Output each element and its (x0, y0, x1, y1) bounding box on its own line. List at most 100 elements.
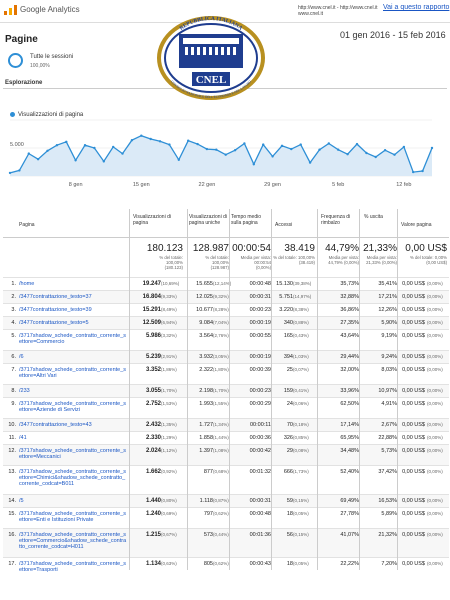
data-point[interactable] (412, 170, 415, 174)
data-point[interactable] (205, 147, 209, 151)
data-point[interactable] (8, 171, 12, 175)
row-page-link[interactable]: /3717shadow_schede_contratto_corrente_se… (19, 532, 127, 550)
data-point[interactable] (102, 160, 106, 163)
row-page-link[interactable]: /5 (19, 498, 24, 504)
go-to-report-link[interactable]: Vai a questo rapporto (383, 4, 450, 11)
data-point[interactable] (224, 153, 227, 156)
header-views[interactable]: Visualizzazioni di pagina (133, 214, 171, 226)
row-exit: 10,97% (378, 388, 397, 394)
row-exit: 37,42% (378, 469, 397, 475)
row-page-link[interactable]: /3717shadow_schede_contratto_corrente_se… (19, 333, 127, 345)
row-page-link[interactable]: /home (19, 281, 35, 287)
data-point[interactable] (355, 142, 359, 146)
data-point[interactable] (215, 148, 218, 151)
data-point[interactable] (393, 153, 396, 156)
data-point[interactable] (290, 147, 293, 151)
data-point[interactable] (374, 155, 377, 159)
tab-explore[interactable]: Esplorazione (5, 80, 43, 86)
header-unique[interactable]: Visualizzazioni di pagina uniche (189, 214, 227, 226)
data-point[interactable] (308, 161, 312, 164)
row-value: 0,00 US$ (402, 333, 425, 339)
data-point[interactable] (27, 152, 30, 155)
data-point[interactable] (271, 155, 274, 158)
row-unique: 1.858 (199, 435, 213, 441)
data-point[interactable] (327, 142, 330, 145)
row-views: 19.247 (142, 281, 161, 287)
data-point[interactable] (130, 139, 134, 142)
total-views-sub: % del totale: 100,00% (180.123) (159, 255, 183, 270)
data-point[interactable] (262, 143, 265, 146)
row-page-link[interactable]: /3717shadow_schede_contratto_corrente_se… (19, 401, 127, 413)
line-chart[interactable]: 10.000 5.000 8 gen 15 gen 22 gen 29 gen 5 feb 1… (0, 118, 450, 190)
data-point[interactable] (158, 140, 162, 143)
row-avg-time: 00:00:43 (249, 561, 271, 567)
row-page-link[interactable]: /3717shadow_schede_contratto_corrente_se… (19, 367, 127, 379)
row-views-pct: (2,91%) (161, 354, 177, 359)
row-page-link[interactable]: /3477contrattazione_testo=5 (19, 320, 89, 326)
total-bounce: 44,79% (325, 243, 359, 254)
row-page-link[interactable]: /3477contrattazione_testo=39 (19, 307, 92, 313)
row-page-link[interactable]: /3717shadow_schede_contratto_corrente_se… (19, 448, 127, 460)
row-exit: 5,89% (381, 511, 397, 517)
header-value[interactable]: Valore pagina (401, 222, 432, 228)
segment-name[interactable]: Tutte le sessioni (30, 54, 74, 60)
data-point[interactable] (346, 153, 349, 156)
data-point[interactable] (280, 144, 284, 147)
data-point[interactable] (74, 159, 77, 162)
header-avg-time[interactable]: Tempo medio sulla pagina (231, 214, 262, 226)
data-point[interactable] (46, 149, 49, 152)
chart-legend[interactable]: Visualizzazioni di pagina (10, 112, 83, 118)
row-page-link[interactable]: /3717shadow_schede_contratto_corrente_se… (19, 469, 127, 487)
header-bounce[interactable]: Frequenza di rimbalzo (321, 214, 351, 226)
header-entries[interactable]: Accessi (275, 222, 293, 228)
data-point[interactable] (430, 146, 434, 150)
total-avg-time: 00:00:54 (232, 243, 271, 254)
data-point[interactable] (112, 145, 115, 149)
row-page-link[interactable]: /3477contrattazione_testo=37 (19, 294, 92, 300)
row-page-link[interactable]: /6 (19, 354, 24, 360)
row-views-pct: (1,70%) (161, 388, 177, 393)
row-page-link[interactable]: /3717shadow_schede_contratto_corrente_se… (19, 561, 127, 573)
data-point[interactable] (402, 145, 406, 149)
data-point[interactable] (196, 142, 199, 146)
header-page[interactable]: Pagina (19, 222, 35, 228)
data-point[interactable] (233, 149, 237, 152)
row-value: 0,00 US$ (402, 367, 425, 373)
row-page-link[interactable]: /3477contrattazione_testo=43 (19, 422, 92, 428)
date-range[interactable]: 01 gen 2016 - 15 feb 2016 (340, 30, 446, 40)
data-point[interactable] (93, 146, 96, 150)
data-point[interactable] (36, 158, 40, 161)
data-point[interactable] (121, 152, 124, 155)
data-point[interactable] (252, 163, 255, 166)
data-point[interactable] (365, 151, 368, 155)
table-row: 3./3477contrattazione_testo=39 15.291 (8,4… (3, 303, 449, 317)
total-unique-sub: % del totale: 100,00% (128.987) (205, 255, 229, 270)
data-point[interactable] (83, 144, 87, 147)
row-page-link[interactable]: /233 (19, 388, 30, 394)
row-page-link[interactable]: /3717shadow_schede_contratto_corrente_se… (19, 511, 127, 523)
row-avg-time: 00:00:29 (249, 401, 271, 407)
row-exit: 21,32% (378, 532, 397, 538)
row-page-link[interactable]: /41 (19, 435, 27, 441)
data-point[interactable] (299, 143, 302, 146)
data-point[interactable] (55, 144, 59, 147)
data-point[interactable] (243, 142, 246, 145)
row-avg-time: 00:00:23 (249, 307, 271, 313)
data-point[interactable] (65, 140, 68, 143)
data-point[interactable] (187, 139, 190, 142)
data-point[interactable] (177, 158, 180, 161)
data-point[interactable] (140, 134, 143, 137)
data-point[interactable] (318, 148, 321, 151)
data-point[interactable] (168, 143, 171, 146)
data-point[interactable] (383, 149, 387, 152)
header-exit[interactable]: % uscita (364, 214, 383, 220)
data-point[interactable] (18, 169, 21, 172)
legend-dot-icon (10, 112, 15, 117)
row-entries: 5.751 (279, 294, 293, 300)
data-point[interactable] (337, 148, 340, 151)
row-unique: 15.655 (196, 281, 213, 287)
row-entries: 165 (283, 333, 293, 339)
row-number: 3. (11, 307, 16, 313)
data-point[interactable] (149, 137, 152, 141)
data-point[interactable] (421, 169, 424, 173)
